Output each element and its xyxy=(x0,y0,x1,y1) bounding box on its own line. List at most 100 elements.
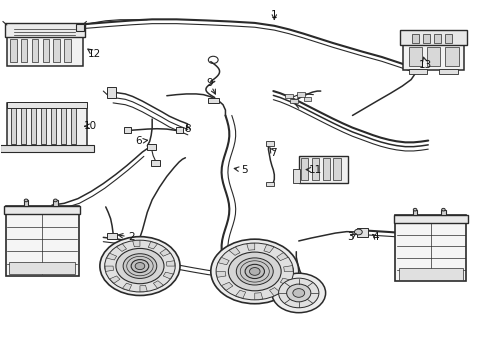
Bar xyxy=(304,97,312,102)
Bar xyxy=(293,169,300,183)
Text: 11: 11 xyxy=(309,165,322,175)
Circle shape xyxy=(245,264,265,279)
Bar xyxy=(423,34,430,43)
Bar xyxy=(51,107,56,144)
Bar xyxy=(11,107,16,144)
Text: 9: 9 xyxy=(206,78,213,88)
Wedge shape xyxy=(270,288,280,296)
Wedge shape xyxy=(153,281,163,288)
Text: 8: 8 xyxy=(185,124,191,134)
Bar xyxy=(24,201,28,206)
Bar xyxy=(31,107,36,144)
Bar xyxy=(266,182,274,186)
Bar xyxy=(409,47,422,66)
Wedge shape xyxy=(221,282,233,290)
Bar xyxy=(427,47,441,66)
Bar xyxy=(4,206,80,215)
Bar xyxy=(53,201,58,206)
Circle shape xyxy=(413,208,417,211)
Circle shape xyxy=(116,248,164,284)
Text: 13: 13 xyxy=(419,60,432,70)
Bar xyxy=(21,39,27,62)
Circle shape xyxy=(216,243,294,300)
Bar xyxy=(297,93,305,97)
Circle shape xyxy=(131,260,149,273)
Bar xyxy=(334,158,341,180)
Wedge shape xyxy=(247,243,255,250)
Wedge shape xyxy=(166,261,175,266)
Bar xyxy=(21,107,26,144)
Bar xyxy=(290,99,298,103)
Bar xyxy=(413,210,417,215)
Bar xyxy=(301,158,308,180)
Bar xyxy=(10,39,17,62)
Wedge shape xyxy=(264,245,274,253)
Wedge shape xyxy=(107,253,117,260)
Circle shape xyxy=(354,229,362,235)
Bar xyxy=(399,30,466,45)
Bar xyxy=(266,141,274,145)
Wedge shape xyxy=(236,290,245,298)
Circle shape xyxy=(105,240,175,292)
Bar xyxy=(107,87,116,98)
Bar xyxy=(72,107,76,144)
Bar xyxy=(445,34,452,43)
Wedge shape xyxy=(160,249,170,256)
Bar xyxy=(7,25,82,66)
Bar xyxy=(439,69,458,74)
Wedge shape xyxy=(163,272,173,279)
Wedge shape xyxy=(217,271,226,277)
Circle shape xyxy=(135,262,145,270)
Bar xyxy=(434,34,441,43)
Text: 7: 7 xyxy=(270,148,277,158)
Wedge shape xyxy=(105,266,114,271)
Bar xyxy=(322,158,330,180)
Circle shape xyxy=(100,237,180,296)
Wedge shape xyxy=(280,278,291,285)
Circle shape xyxy=(53,199,57,202)
Bar xyxy=(5,206,79,276)
Bar xyxy=(61,107,66,144)
Bar xyxy=(107,233,117,239)
Circle shape xyxy=(236,258,273,285)
Bar xyxy=(76,24,84,31)
Bar xyxy=(32,39,38,62)
Wedge shape xyxy=(255,293,263,300)
Wedge shape xyxy=(122,283,132,291)
Text: 3: 3 xyxy=(347,232,353,242)
Circle shape xyxy=(24,199,28,202)
Wedge shape xyxy=(110,276,120,283)
Bar xyxy=(147,144,156,149)
Wedge shape xyxy=(117,244,126,251)
Bar xyxy=(441,210,445,215)
Circle shape xyxy=(441,208,445,211)
Circle shape xyxy=(123,254,157,278)
Bar xyxy=(394,215,467,223)
Circle shape xyxy=(287,284,311,302)
Bar xyxy=(312,158,319,180)
Text: 1: 1 xyxy=(271,10,278,20)
Text: 12: 12 xyxy=(88,49,101,59)
Bar xyxy=(285,94,293,98)
Bar xyxy=(7,102,87,108)
Bar xyxy=(403,32,464,70)
Circle shape xyxy=(272,273,326,313)
Text: 6: 6 xyxy=(136,136,142,146)
Wedge shape xyxy=(140,285,147,292)
Text: 10: 10 xyxy=(84,121,97,131)
Bar xyxy=(151,160,160,166)
Wedge shape xyxy=(219,257,229,265)
Bar xyxy=(43,39,49,62)
Bar xyxy=(395,215,466,281)
Bar xyxy=(53,39,60,62)
Text: 5: 5 xyxy=(241,165,247,175)
Bar xyxy=(175,127,183,134)
Circle shape xyxy=(293,289,305,297)
Bar xyxy=(412,34,419,43)
Bar xyxy=(0,145,94,152)
Wedge shape xyxy=(148,242,157,249)
Bar xyxy=(9,262,75,274)
Bar xyxy=(357,228,368,237)
Bar xyxy=(124,127,131,134)
Bar xyxy=(4,23,85,37)
